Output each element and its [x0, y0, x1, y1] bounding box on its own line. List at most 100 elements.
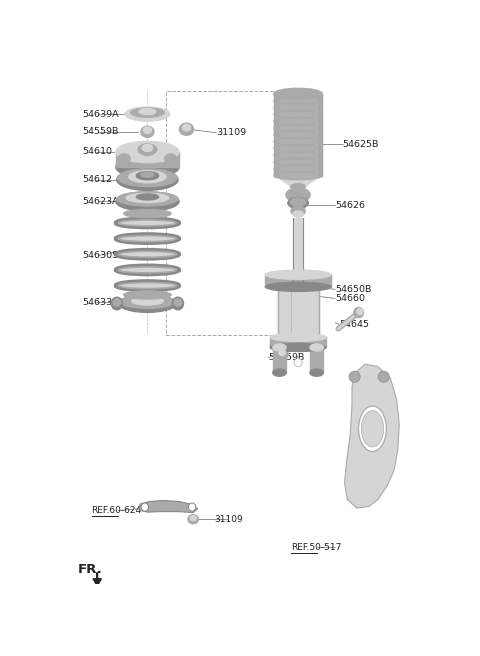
- Text: 54639A: 54639A: [83, 110, 119, 119]
- Text: 31109: 31109: [215, 515, 243, 523]
- Ellipse shape: [142, 146, 154, 155]
- Ellipse shape: [125, 107, 170, 121]
- Ellipse shape: [270, 333, 326, 341]
- Ellipse shape: [310, 344, 324, 351]
- Ellipse shape: [274, 138, 322, 146]
- Ellipse shape: [118, 169, 177, 186]
- Ellipse shape: [182, 125, 191, 131]
- Ellipse shape: [139, 108, 156, 115]
- Text: 54559B: 54559B: [268, 353, 305, 362]
- Ellipse shape: [270, 343, 326, 352]
- Ellipse shape: [144, 127, 152, 134]
- Polygon shape: [274, 176, 322, 187]
- Ellipse shape: [359, 406, 386, 451]
- Ellipse shape: [116, 192, 179, 211]
- Ellipse shape: [274, 104, 322, 112]
- Ellipse shape: [119, 251, 177, 257]
- Polygon shape: [139, 501, 198, 512]
- Ellipse shape: [190, 516, 196, 521]
- Ellipse shape: [126, 194, 169, 203]
- Ellipse shape: [116, 141, 179, 163]
- Ellipse shape: [188, 503, 196, 511]
- Ellipse shape: [354, 308, 363, 318]
- Ellipse shape: [124, 291, 171, 299]
- Ellipse shape: [117, 192, 178, 206]
- Ellipse shape: [132, 297, 163, 305]
- Ellipse shape: [290, 198, 306, 206]
- Ellipse shape: [274, 151, 322, 159]
- Ellipse shape: [136, 172, 158, 180]
- Ellipse shape: [274, 165, 322, 173]
- Ellipse shape: [119, 220, 177, 226]
- Ellipse shape: [111, 297, 122, 310]
- Ellipse shape: [291, 184, 306, 190]
- Ellipse shape: [273, 369, 286, 377]
- Ellipse shape: [174, 298, 181, 306]
- Text: 54610: 54610: [83, 148, 112, 157]
- Ellipse shape: [291, 206, 305, 216]
- Ellipse shape: [274, 158, 322, 166]
- Ellipse shape: [129, 171, 166, 183]
- Ellipse shape: [274, 131, 322, 139]
- Ellipse shape: [188, 515, 198, 523]
- Text: 31109: 31109: [216, 129, 246, 137]
- Text: REF.60-624: REF.60-624: [92, 506, 142, 515]
- FancyArrow shape: [93, 573, 101, 586]
- Ellipse shape: [117, 169, 178, 190]
- Text: 54645: 54645: [339, 320, 369, 329]
- Ellipse shape: [136, 194, 158, 200]
- Ellipse shape: [274, 90, 322, 98]
- Ellipse shape: [138, 144, 157, 155]
- Ellipse shape: [142, 144, 153, 152]
- Ellipse shape: [310, 369, 324, 377]
- Ellipse shape: [131, 108, 164, 117]
- Ellipse shape: [357, 308, 363, 315]
- Ellipse shape: [119, 267, 177, 273]
- Text: 54623A: 54623A: [83, 197, 119, 206]
- Text: FR.: FR.: [78, 564, 103, 576]
- Ellipse shape: [172, 297, 183, 310]
- Ellipse shape: [165, 154, 177, 163]
- Text: 54625B: 54625B: [343, 140, 379, 149]
- Ellipse shape: [119, 295, 176, 312]
- Ellipse shape: [265, 270, 331, 279]
- Ellipse shape: [180, 123, 193, 135]
- Ellipse shape: [141, 503, 148, 511]
- Ellipse shape: [274, 124, 322, 132]
- Ellipse shape: [361, 411, 384, 447]
- Ellipse shape: [276, 348, 288, 359]
- Text: 54650B: 54650B: [335, 285, 372, 294]
- Ellipse shape: [274, 172, 322, 180]
- Ellipse shape: [274, 110, 322, 118]
- Polygon shape: [345, 364, 399, 508]
- Text: 54612: 54612: [83, 175, 112, 184]
- Ellipse shape: [119, 283, 177, 289]
- Text: 54626: 54626: [335, 201, 365, 209]
- Ellipse shape: [119, 236, 177, 241]
- Ellipse shape: [124, 209, 171, 218]
- Ellipse shape: [265, 282, 331, 291]
- Ellipse shape: [120, 296, 174, 308]
- Ellipse shape: [279, 350, 286, 356]
- Ellipse shape: [141, 172, 154, 177]
- Ellipse shape: [116, 157, 179, 178]
- Ellipse shape: [349, 371, 360, 382]
- Text: 54660: 54660: [335, 294, 365, 303]
- Ellipse shape: [378, 371, 389, 382]
- Ellipse shape: [118, 154, 130, 163]
- Ellipse shape: [273, 344, 286, 351]
- Text: 54633: 54633: [83, 298, 113, 307]
- Ellipse shape: [274, 89, 322, 100]
- Ellipse shape: [274, 96, 322, 105]
- Text: 54630S: 54630S: [83, 251, 119, 260]
- Ellipse shape: [274, 144, 322, 152]
- Ellipse shape: [274, 117, 322, 125]
- Text: REF.50-517: REF.50-517: [290, 543, 341, 552]
- Ellipse shape: [293, 211, 303, 217]
- Ellipse shape: [141, 126, 154, 137]
- Ellipse shape: [286, 188, 310, 202]
- Text: 54559B: 54559B: [83, 127, 119, 136]
- Ellipse shape: [113, 298, 120, 306]
- Ellipse shape: [294, 359, 302, 367]
- Ellipse shape: [288, 197, 308, 209]
